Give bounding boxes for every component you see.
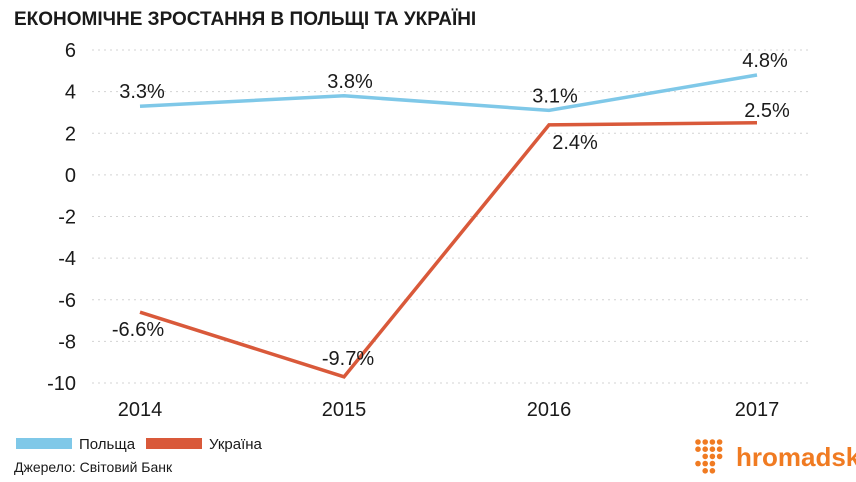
series-line bbox=[139, 73, 758, 113]
y-tick-label: -10 bbox=[47, 373, 76, 395]
x-tick-label: 2014 bbox=[118, 399, 163, 421]
logo-dot bbox=[702, 446, 708, 453]
logo-dot bbox=[702, 460, 708, 467]
logo-dot bbox=[702, 439, 708, 445]
logo-dot bbox=[709, 460, 716, 467]
x-tick-label: 2016 bbox=[527, 399, 572, 421]
source-note: Джерело: Світовий Банк bbox=[14, 459, 173, 475]
legend-label: Україна bbox=[209, 436, 263, 453]
logo-dot bbox=[716, 446, 723, 453]
logo-dot bbox=[709, 453, 716, 460]
y-tick-label: -6 bbox=[58, 290, 76, 312]
data-label: 2.4% bbox=[552, 132, 598, 154]
logo-dot bbox=[702, 468, 708, 474]
logo-dot bbox=[695, 460, 701, 467]
series bbox=[139, 73, 758, 379]
brand-logo: hromadske bbox=[695, 439, 856, 474]
y-tick-label: -8 bbox=[58, 331, 76, 353]
data-labels: 3.3% 3.8% 3.1% 4.8% -6.6% -9.7% 2.4% 2.5% bbox=[112, 50, 790, 370]
y-axis-ticks: 6 4 2 0 -2 -4 -6 -8 -10 bbox=[47, 40, 76, 395]
logo-dot bbox=[709, 468, 716, 474]
data-label: 4.8% bbox=[742, 50, 788, 72]
dots-logo-icon bbox=[695, 439, 723, 474]
legend-swatch bbox=[146, 438, 202, 449]
y-tick-label: 2 bbox=[65, 123, 76, 145]
data-label: -6.6% bbox=[112, 319, 164, 341]
y-tick-label: 0 bbox=[65, 165, 76, 187]
data-label: 2.5% bbox=[744, 100, 790, 122]
legend: Польща Україна bbox=[16, 436, 263, 453]
logo-dot bbox=[695, 446, 701, 453]
logo-dot bbox=[709, 439, 716, 445]
logo-dot bbox=[716, 453, 723, 460]
x-axis-ticks: 2014 2015 2016 2017 bbox=[118, 399, 780, 421]
y-tick-label: -2 bbox=[58, 207, 76, 229]
logo-dot bbox=[695, 439, 701, 445]
grid bbox=[92, 49, 810, 384]
data-label: 3.1% bbox=[532, 85, 578, 107]
y-tick-label: -4 bbox=[58, 248, 76, 270]
x-tick-label: 2017 bbox=[735, 399, 780, 421]
x-tick-label: 2015 bbox=[322, 399, 367, 421]
logo-dot bbox=[702, 453, 708, 460]
data-label: 3.3% bbox=[119, 81, 165, 103]
logo-dot bbox=[709, 446, 716, 453]
data-label: 3.8% bbox=[327, 71, 373, 93]
legend-label: Польща bbox=[79, 436, 136, 453]
y-tick-label: 4 bbox=[65, 82, 76, 104]
brand-name: hromadske bbox=[736, 442, 856, 472]
y-tick-label: 6 bbox=[65, 40, 76, 62]
series-line bbox=[139, 121, 758, 379]
legend-swatch bbox=[16, 438, 72, 449]
chart-title: ЕКОНОМІЧНЕ ЗРОСТАННЯ В ПОЛЬЩІ ТА УКРАЇНІ bbox=[14, 9, 476, 30]
data-label: -9.7% bbox=[322, 348, 374, 370]
logo-dot bbox=[716, 439, 723, 445]
